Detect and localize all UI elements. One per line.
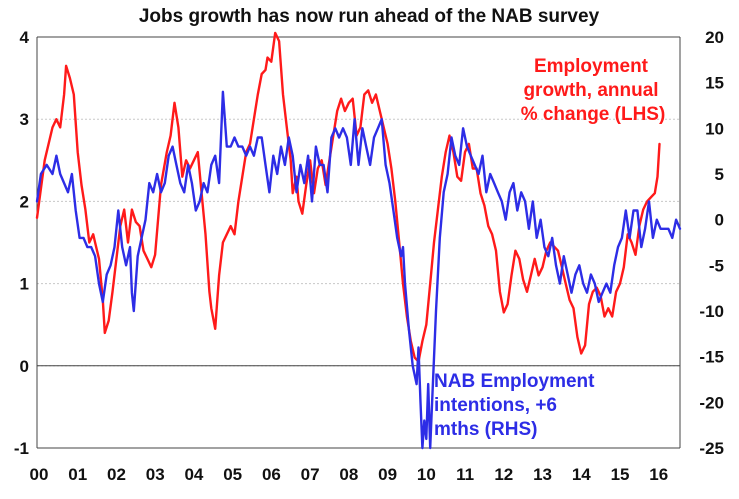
annotation-layer: Employment growth, annual % change (LHS) NA… — [434, 56, 665, 440]
left-tick-label: 3 — [20, 110, 29, 129]
x-tick-label: 01 — [68, 465, 87, 484]
right-tick-label: -5 — [709, 256, 724, 275]
series-line-nab-intentions — [35, 90, 682, 450]
right-tick-label: 15 — [705, 74, 724, 93]
left-tick-label: -1 — [14, 439, 29, 458]
x-tick-label: 02 — [107, 465, 126, 484]
x-tick-label: 15 — [611, 465, 630, 484]
nab-series-label: NAB Employment — [434, 371, 595, 392]
nab-series-label: intentions, +6 — [434, 395, 557, 416]
right-tick-label: -15 — [699, 348, 724, 367]
x-tick-label: 05 — [223, 465, 242, 484]
left-tick-label: 2 — [20, 192, 29, 211]
left-tick-label: 4 — [20, 28, 30, 47]
left-tick-label: 0 — [20, 357, 29, 376]
right-tick-label: 20 — [705, 28, 724, 47]
x-tick-label: 16 — [649, 465, 668, 484]
x-tick-label: 11 — [456, 465, 474, 484]
employment-series-label: % change (LHS) — [521, 104, 666, 125]
x-tick-label: 09 — [378, 465, 397, 484]
employment-series-label: growth, annual — [523, 80, 658, 101]
right-tick-label: -25 — [699, 439, 724, 458]
x-tick-label: 12 — [494, 465, 513, 484]
nab-series-label: mths (RHS) — [434, 419, 537, 440]
axes-layer — [36, 36, 681, 449]
x-tick-label: 14 — [572, 465, 591, 484]
right-tick-label: -20 — [699, 393, 724, 412]
x-tick-label: 13 — [533, 465, 552, 484]
employment-series-label: Employment — [534, 56, 649, 77]
x-tick-label: 00 — [30, 465, 49, 484]
x-tick-label: 08 — [339, 465, 358, 484]
x-tick-label: 06 — [262, 465, 281, 484]
x-tick-label: 07 — [301, 465, 320, 484]
right-tick-label: -10 — [699, 302, 724, 321]
left-tick-label: 1 — [20, 275, 29, 294]
chart-title: Jobs growth has now run ahead of the NAB… — [139, 6, 600, 27]
series-layer — [35, 31, 682, 450]
series-line-employment-growth — [35, 31, 661, 363]
right-tick-label: 10 — [705, 119, 724, 138]
x-tick-label: 03 — [146, 465, 165, 484]
right-tick-label: 5 — [715, 165, 724, 184]
x-tick-label: 04 — [184, 465, 203, 484]
right-tick-label: 0 — [715, 211, 724, 230]
x-tick-label: 10 — [417, 465, 436, 484]
